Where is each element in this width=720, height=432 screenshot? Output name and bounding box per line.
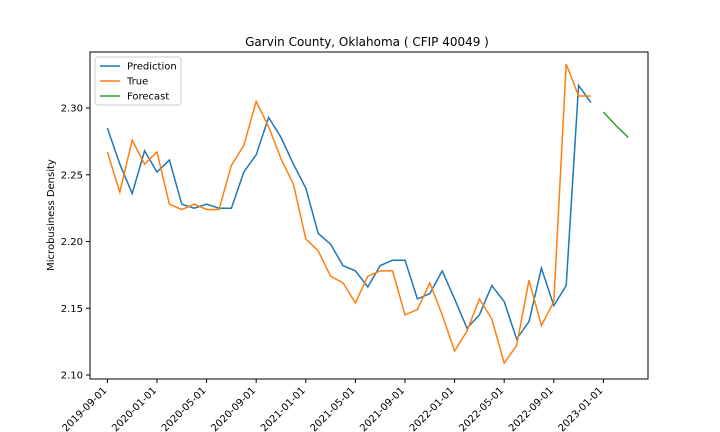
x-axis: 2019-09-01 2020-01-01 2020-05-01 2020-09-01…: [61, 379, 606, 432]
legend-box: [94, 56, 182, 106]
legend-label: Forecast: [127, 92, 169, 103]
x-tick-label: 2022-09-01: [507, 385, 556, 432]
series-line-forecast: [602, 111, 629, 138]
legend: Prediction True Forecast: [94, 56, 182, 106]
x-tick-label: 2021-05-01: [309, 385, 358, 432]
plot-area: [89, 51, 649, 380]
y-axis: 2.10 2.15 2.20 2.25 2.30: [61, 104, 90, 381]
y-tick-label: 2.30: [61, 104, 83, 115]
x-tick-label: 2021-01-01: [259, 385, 308, 432]
x-tick-label: 2019-09-01: [61, 385, 110, 432]
x-tick-label: 2020-01-01: [110, 385, 159, 432]
x-tick-label: 2020-05-01: [160, 385, 209, 432]
series-line-true: [106, 63, 591, 365]
x-tick-label: 2021-09-01: [358, 385, 407, 432]
series-line-prediction: [106, 83, 592, 341]
chart-title: Garvin County, Oklahoma ( CFIP 40049 ): [245, 35, 489, 49]
legend-label: True: [126, 77, 148, 88]
x-tick-label: 2022-01-01: [408, 385, 457, 432]
x-tick-label: 2023-01-01: [557, 385, 606, 432]
legend-label: Prediction: [127, 62, 177, 73]
y-tick-label: 2.25: [61, 170, 83, 181]
y-tick-label: 2.10: [61, 370, 83, 381]
x-tick-label: 2022-05-01: [457, 385, 506, 432]
y-tick-label: 2.20: [61, 237, 83, 248]
series-lines: [106, 63, 629, 365]
x-tick-label: 2020-09-01: [209, 385, 258, 432]
y-axis-label: Microbusiness Density: [46, 159, 57, 271]
y-tick-label: 2.15: [61, 304, 83, 315]
